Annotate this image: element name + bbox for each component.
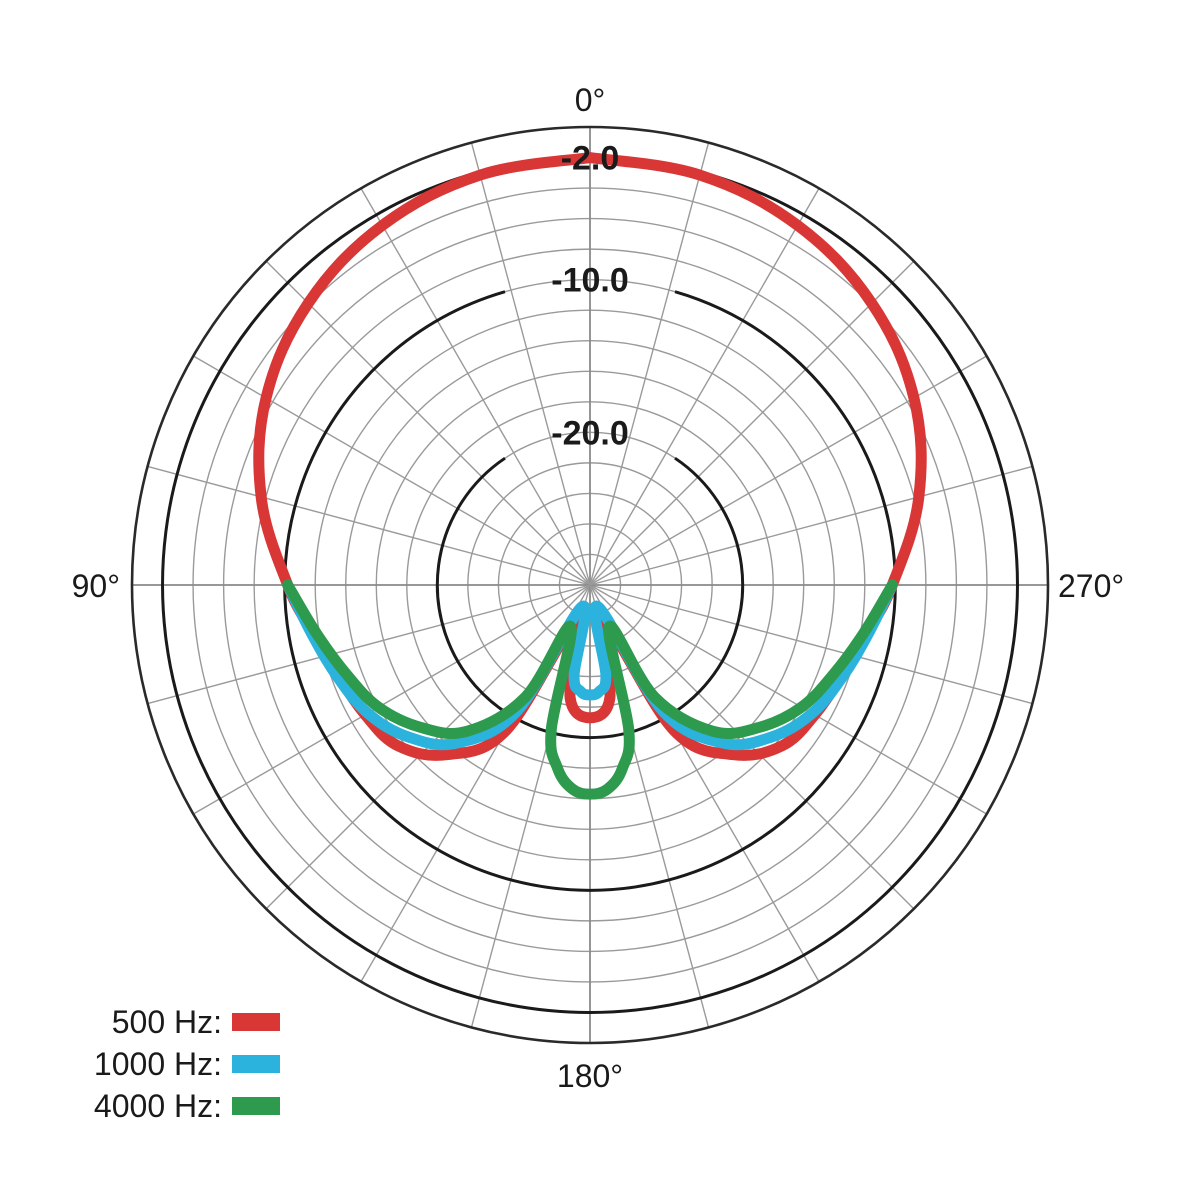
legend-swatch xyxy=(232,1097,280,1115)
grid-spoke xyxy=(589,188,820,586)
grid-spoke xyxy=(265,260,591,586)
reference-ring xyxy=(435,456,745,740)
angle-labels: 0° 90° 180° 270° xyxy=(72,82,1125,1094)
series-curves xyxy=(253,152,927,800)
grid-spoke xyxy=(147,584,591,705)
ring-label: -2.0 xyxy=(561,140,620,178)
legend-label: 4000 Hz: xyxy=(94,1088,222,1124)
ring-labels: -2.0 -10.0 -20.0 xyxy=(551,140,629,453)
grid-spoke xyxy=(193,355,591,586)
reference-ring xyxy=(161,164,1019,1014)
grid-spoke xyxy=(589,355,987,586)
reference-ring xyxy=(283,290,897,892)
legend-swatch xyxy=(232,1013,280,1031)
angle-label: 0° xyxy=(575,82,606,118)
grid-spoke xyxy=(589,465,1033,586)
grid-spoke xyxy=(589,584,1033,705)
ring-label: -10.0 xyxy=(551,262,629,300)
grid-spoke xyxy=(470,142,591,586)
angle-label: 180° xyxy=(557,1058,623,1094)
grid-spoke xyxy=(193,584,591,815)
grid-spoke xyxy=(147,465,591,586)
grid-spoke xyxy=(360,188,591,586)
grid-spoke xyxy=(589,260,915,586)
angle-label: 90° xyxy=(72,568,120,604)
grid-spoke xyxy=(589,142,710,586)
ring-label: -20.0 xyxy=(551,414,629,452)
angle-label: 270° xyxy=(1058,568,1124,604)
legend-label: 500 Hz: xyxy=(112,1004,222,1040)
legend: 500 Hz: 1000 Hz: 4000 Hz: xyxy=(94,1004,280,1124)
grid-spoke xyxy=(589,584,987,815)
series-curve xyxy=(253,152,927,761)
legend-label: 1000 Hz: xyxy=(94,1046,222,1082)
reference-rings xyxy=(161,164,1019,1014)
legend-swatch xyxy=(232,1055,280,1073)
series-curve xyxy=(282,579,898,751)
outer-ring xyxy=(130,125,1050,1045)
series-curve xyxy=(282,579,898,800)
